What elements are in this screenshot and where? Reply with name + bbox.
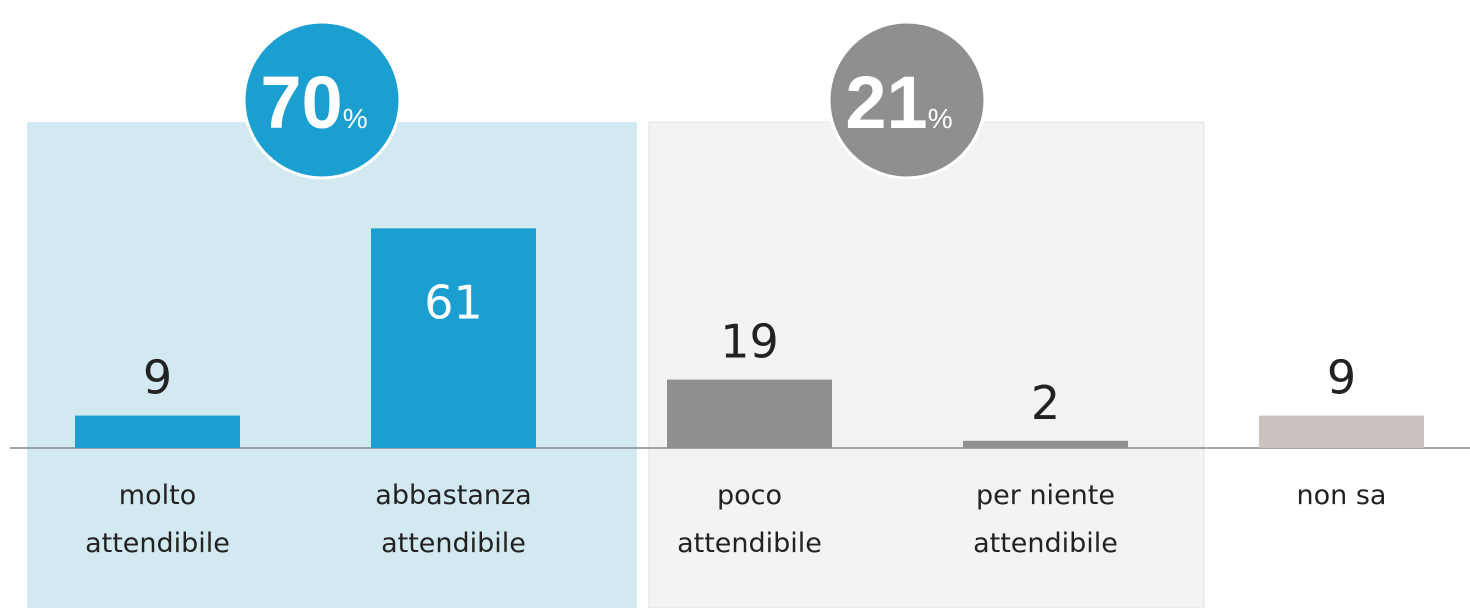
category-label: abbastanza attendibile [375,480,532,559]
value-label: 61 [424,275,483,329]
group-total: 70% [260,61,367,144]
group-unit: % [343,103,368,134]
bar [75,415,240,448]
bar [371,228,536,448]
category-label: non sa [1296,480,1387,511]
group-badge [242,20,402,180]
bar [963,440,1128,448]
value-label: 2 [1031,376,1060,430]
group-value: 21 [845,61,927,144]
value-label: 9 [143,351,172,405]
group-total: 21% [845,61,952,144]
bar [1259,415,1424,448]
value-label: 19 [720,315,779,369]
group-panel [648,121,1205,608]
group-badge [827,20,987,180]
category-label: per niente attendibile [973,480,1118,559]
value-label: 9 [1327,351,1356,405]
category-label: poco attendibile [677,480,822,559]
group-unit: % [928,103,953,134]
category-label: molto attendibile [85,480,230,559]
bar [667,379,832,448]
group-value: 70 [260,61,342,144]
